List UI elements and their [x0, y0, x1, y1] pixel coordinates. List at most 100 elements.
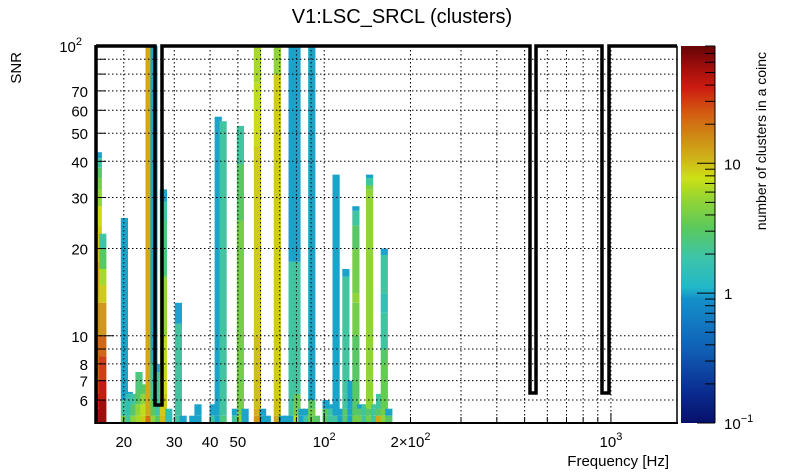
heatmap-cell	[125, 391, 133, 394]
heatmap-cell	[99, 284, 107, 303]
heatmap-cell	[140, 415, 148, 423]
heatmap-cells	[94, 46, 393, 423]
heatmap-cell	[376, 415, 384, 423]
heatmap-cell	[298, 408, 306, 416]
heatmap-cell	[308, 408, 316, 416]
heatmap-cell	[347, 415, 355, 423]
heatmap-cell	[380, 312, 388, 349]
heatmap-cell	[293, 415, 301, 423]
x-tick-label: 50	[230, 434, 247, 451]
colorbar	[681, 46, 715, 423]
heatmap-cell	[298, 415, 306, 423]
heatmap-cell	[241, 408, 249, 423]
colorbar-label: number of clusters in a coinc	[753, 52, 769, 230]
heatmap-cell	[135, 415, 143, 423]
heatmap-cell	[283, 415, 291, 423]
heatmap-cell	[120, 400, 128, 416]
heatmap-cell	[253, 146, 261, 336]
heatmap-cell	[352, 248, 360, 294]
heatmap-cell	[352, 293, 360, 303]
heatmap-cell	[332, 174, 340, 416]
x-tick-label: 2×102	[391, 431, 431, 451]
y-tick-exponent: 2	[76, 36, 82, 48]
heatmap-cell	[253, 82, 261, 111]
heatmap-cell	[159, 415, 167, 423]
heatmap-cell	[99, 233, 107, 249]
heatmap-cell	[140, 384, 148, 394]
heatmap-cell	[347, 380, 355, 409]
heatmap-cell	[94, 408, 102, 423]
heatmap-cell	[380, 293, 388, 313]
heatmap-cell	[352, 400, 360, 416]
heatmap-cell	[352, 210, 360, 226]
heatmap-cell	[322, 400, 330, 409]
heatmap-cell	[357, 415, 365, 423]
colorbar-tick-label: 10−1	[724, 413, 753, 433]
heatmap-cell	[322, 408, 330, 416]
y-axis-label: SNR	[8, 52, 25, 84]
heatmap-cell	[366, 415, 374, 423]
heatmap-cell	[236, 415, 244, 423]
heatmap-cell	[366, 189, 374, 409]
heatmap-cell	[347, 408, 355, 416]
heatmap-cell	[155, 415, 163, 423]
heatmap-cell	[189, 415, 197, 423]
heatmap-cell	[155, 372, 163, 394]
heatmap-cell	[253, 415, 261, 423]
heatmap-cell	[327, 408, 335, 416]
heatmap-cell	[194, 404, 202, 416]
heatmap-cell	[380, 408, 388, 416]
heatmap-cell	[380, 363, 388, 409]
y-tick-label: 6	[80, 393, 88, 410]
heatmap-cell	[253, 110, 261, 147]
heatmap-cell	[219, 415, 227, 423]
x-tick-label: 103	[600, 431, 623, 451]
heatmap-cell	[361, 404, 369, 416]
y-tick-label: 70	[71, 84, 88, 101]
heatmap-cell	[219, 121, 227, 416]
heatmap-cell	[385, 415, 393, 423]
heatmap-cell	[94, 261, 102, 303]
heatmap-cell	[385, 408, 393, 416]
heatmap-cell	[327, 415, 335, 423]
heatmap-cell	[145, 400, 153, 416]
y-tick-label: 10	[71, 329, 88, 346]
heatmap-cell	[273, 46, 281, 75]
heatmap-cell	[259, 415, 267, 423]
heatmap-cell	[342, 269, 350, 277]
heatmap-cell	[236, 220, 244, 416]
y-tick-label: 30	[71, 191, 88, 208]
heatmap-cell	[120, 415, 128, 423]
chart-title: V1:LSC_SRCL (clusters)	[292, 6, 512, 28]
heatmap-cell	[94, 178, 102, 190]
heatmap-cell	[342, 415, 350, 423]
heatmap-cell	[145, 46, 153, 401]
heatmap-cell	[135, 372, 143, 390]
colorbar-tick-label: 1	[724, 286, 732, 303]
heatmap-cell	[380, 248, 388, 255]
heatmap-cell	[376, 408, 384, 416]
heatmap-cell	[135, 390, 143, 405]
heatmap-cell	[130, 393, 138, 405]
heatmap-cell	[99, 269, 107, 285]
heatmap-cell	[357, 408, 365, 416]
x-axis-label: Frequency [Hz]	[567, 453, 669, 470]
heatmap-cell	[366, 185, 374, 190]
heatmap-cell	[99, 356, 107, 381]
heatmap-cell	[308, 46, 316, 401]
heatmap-cell	[125, 415, 133, 423]
heatmap-cell	[209, 404, 217, 416]
heatmap-cell	[150, 415, 158, 423]
heatmap-cell	[303, 408, 311, 416]
heatmap-cell	[342, 393, 350, 409]
heatmap-cell	[94, 380, 102, 394]
heatmap-cell	[342, 408, 350, 416]
heatmap-cell	[214, 415, 222, 423]
heatmap-cell	[293, 46, 301, 262]
heatmap-cell	[130, 415, 138, 423]
heatmap-cell	[278, 415, 286, 423]
heatmap-cell	[352, 206, 360, 211]
highlight-outline	[96, 44, 677, 407]
heatmap-cell	[120, 218, 128, 401]
